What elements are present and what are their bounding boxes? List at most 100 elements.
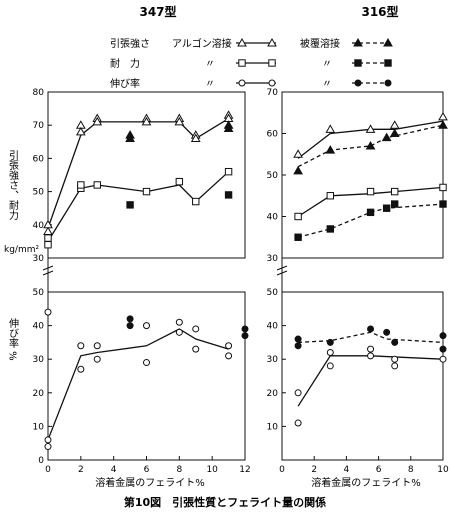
data-point <box>438 111 448 121</box>
data-point <box>294 419 302 427</box>
y-tick-label-upper: 50 <box>33 188 45 198</box>
data-point <box>241 325 249 333</box>
y-tick-label-upper: 30 <box>267 254 279 264</box>
data-point <box>365 124 376 133</box>
y-tick-label-upper: 70 <box>33 121 45 131</box>
data-point <box>192 197 200 206</box>
y-tick-label-upper: 50 <box>267 171 279 181</box>
legend-marker <box>353 37 363 47</box>
data-point <box>439 355 447 363</box>
data-point <box>175 318 183 326</box>
data-point <box>141 116 152 126</box>
data-point <box>381 132 392 142</box>
data-point <box>382 204 391 212</box>
y-tick-label-upper: 40 <box>33 221 45 231</box>
data-point <box>326 348 334 356</box>
data-point <box>175 328 183 336</box>
data-point <box>44 234 52 242</box>
y-tick-label-upper: 70 <box>267 88 279 98</box>
data-point <box>92 116 103 126</box>
legend-marker <box>268 59 276 67</box>
x-tick-label: 6 <box>376 465 382 475</box>
x-tick-label: 4 <box>111 465 117 475</box>
y-tick-label-lower: 30 <box>267 355 279 365</box>
y-tick-label-lower: 10 <box>267 422 279 432</box>
data-point <box>439 183 447 192</box>
data-point <box>224 191 233 199</box>
data-point <box>326 192 335 200</box>
data-point <box>325 124 336 133</box>
data-point <box>294 389 302 397</box>
data-point <box>391 200 399 208</box>
y-tick-label-lower: 0 <box>38 456 44 466</box>
data-point <box>142 187 151 196</box>
x-tick-label: 8 <box>176 465 182 475</box>
y-tick-label-lower: 20 <box>33 389 45 399</box>
x-tick-label: 2 <box>311 465 317 475</box>
data-point <box>294 335 302 343</box>
legend-row3-ditto: 〃 <box>205 79 215 90</box>
data-point <box>241 332 249 340</box>
data-point <box>93 181 101 189</box>
figure-caption: 第10図 引張性質とフェライト量の関係 <box>124 495 326 509</box>
data-point <box>125 133 135 142</box>
data-point <box>326 362 334 370</box>
legend-marker <box>267 37 277 47</box>
x-tick-label: 0 <box>45 465 51 475</box>
data-point <box>93 342 101 350</box>
y-tick-label-lower: 50 <box>33 288 45 298</box>
data-point <box>126 315 134 323</box>
legend: 引張強さ アルゴン溶接 被覆溶接 耐 力 〃 〃 伸び率 〃 〃 <box>110 37 393 90</box>
y-tick-label-upper: 60 <box>267 130 279 140</box>
data-point <box>93 355 101 363</box>
data-point <box>44 443 52 451</box>
legend-row3-ditto-right: 〃 <box>322 79 332 90</box>
legend-row3-property: 伸び率 <box>110 77 140 90</box>
data-point <box>391 355 399 363</box>
legend-marker <box>238 79 246 87</box>
data-point <box>365 140 376 150</box>
legend-marker <box>237 37 247 47</box>
legend-marker <box>354 59 362 67</box>
data-point <box>439 345 447 353</box>
legend-marker <box>384 79 392 87</box>
y-tick-label-lower: 10 <box>33 422 45 432</box>
data-point <box>143 322 150 330</box>
data-point <box>366 208 375 217</box>
data-point <box>77 365 85 373</box>
series-line <box>297 355 444 407</box>
x-tick-label: 10 <box>437 465 449 475</box>
data-point <box>192 345 200 353</box>
legend-samples <box>236 37 393 87</box>
data-point <box>126 322 134 330</box>
data-point <box>224 167 233 176</box>
legend-marker <box>354 79 362 87</box>
data-point <box>44 308 52 316</box>
y-axis-unit: kg/mm² <box>4 245 39 255</box>
lower-panel-frame <box>47 291 246 461</box>
data-point <box>439 200 447 208</box>
data-point <box>75 126 86 136</box>
upper-panel-frame <box>281 91 444 259</box>
x-tick-label: 8 <box>408 465 414 475</box>
lower-panel-frame <box>281 291 444 461</box>
data-point <box>77 181 85 189</box>
y-tick-label-lower: 40 <box>33 322 45 332</box>
data-point <box>44 241 52 249</box>
data-point <box>174 116 185 126</box>
data-point <box>126 201 134 209</box>
data-point <box>44 436 52 444</box>
data-point <box>367 345 375 353</box>
y-axis-label-upper-text: 引張強さ、耐力 <box>7 150 19 221</box>
chart-title-316: 316型 <box>361 4 398 19</box>
data-point <box>143 359 150 367</box>
y-tick-label-lower: 30 <box>33 355 45 365</box>
data-point <box>190 133 201 142</box>
data-point <box>77 342 85 350</box>
x-tick-label: 4 <box>344 465 350 475</box>
y-tick-label-upper: 40 <box>267 213 279 223</box>
legend-marker <box>384 59 392 67</box>
data-point <box>389 128 400 137</box>
series-line <box>47 118 229 229</box>
